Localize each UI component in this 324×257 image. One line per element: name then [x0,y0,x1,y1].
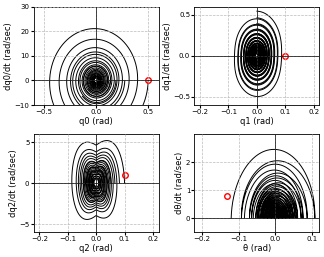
X-axis label: θ (rad): θ (rad) [243,244,271,253]
X-axis label: q0 (rad): q0 (rad) [79,117,113,126]
Y-axis label: dθ/dt (rad/sec): dθ/dt (rad/sec) [175,152,184,214]
Y-axis label: dq1/dt (rad/sec): dq1/dt (rad/sec) [163,22,172,90]
Y-axis label: dq2/dt (rad/sec): dq2/dt (rad/sec) [9,149,18,217]
X-axis label: q1 (rad): q1 (rad) [240,117,274,126]
Y-axis label: dq0/dt (rad/sec): dq0/dt (rad/sec) [4,22,13,90]
X-axis label: q2 (rad): q2 (rad) [79,244,113,253]
